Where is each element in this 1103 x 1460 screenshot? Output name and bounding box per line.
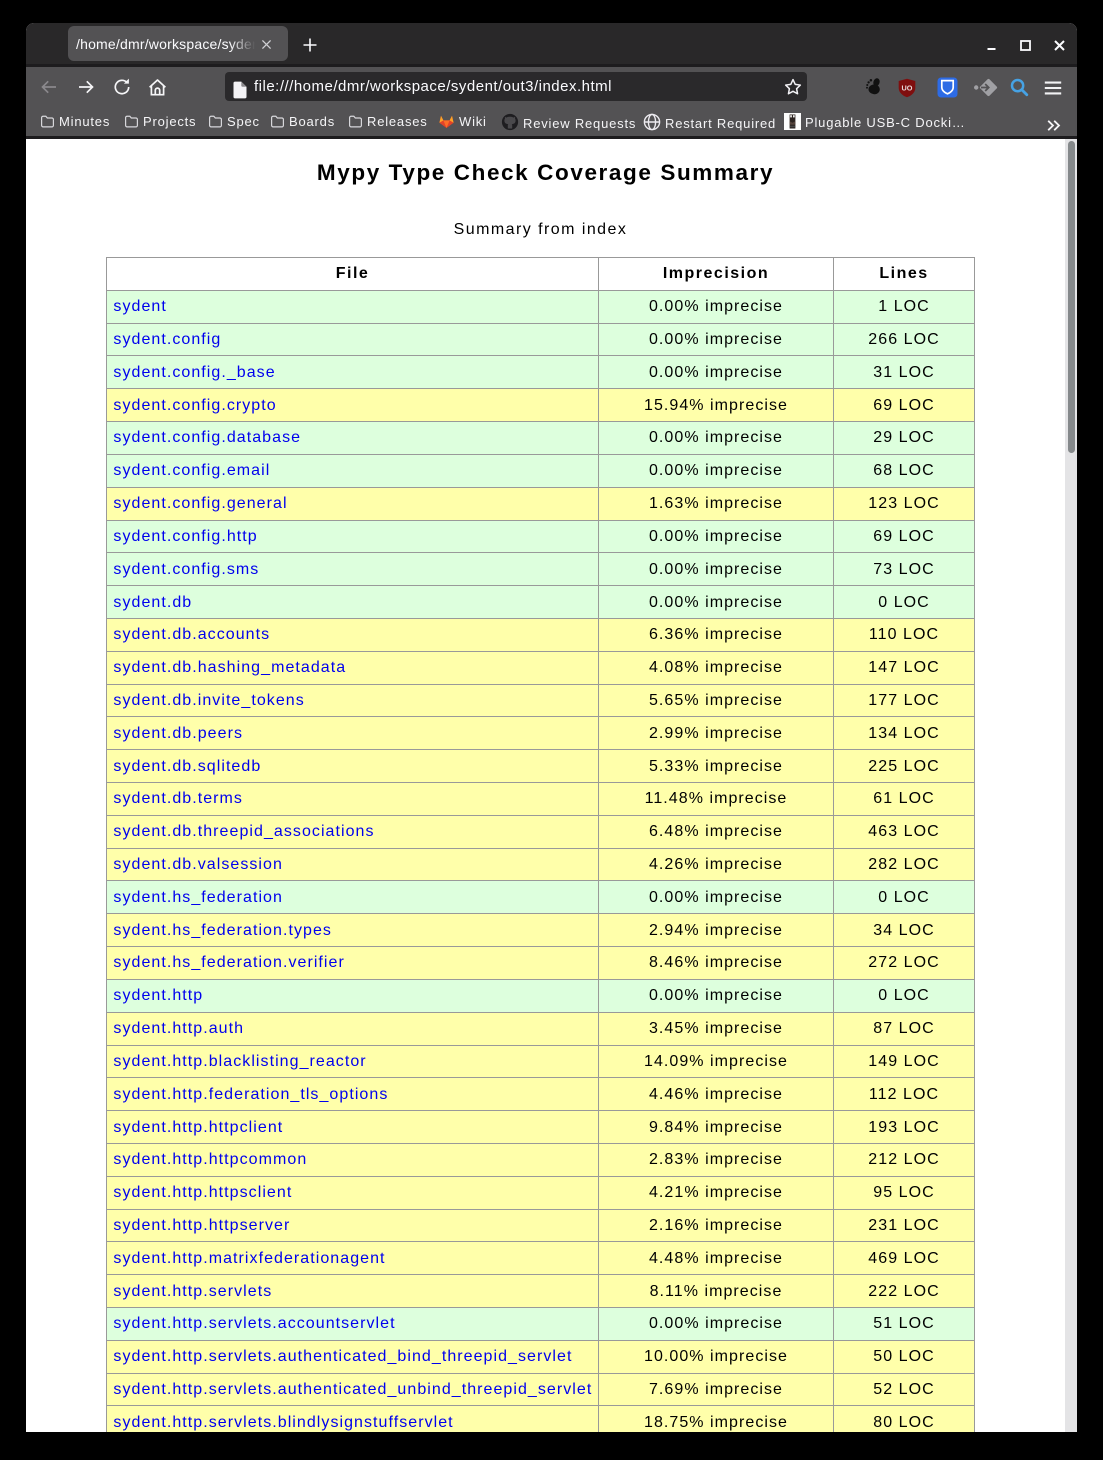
svg-text:UO: UO (902, 84, 913, 93)
